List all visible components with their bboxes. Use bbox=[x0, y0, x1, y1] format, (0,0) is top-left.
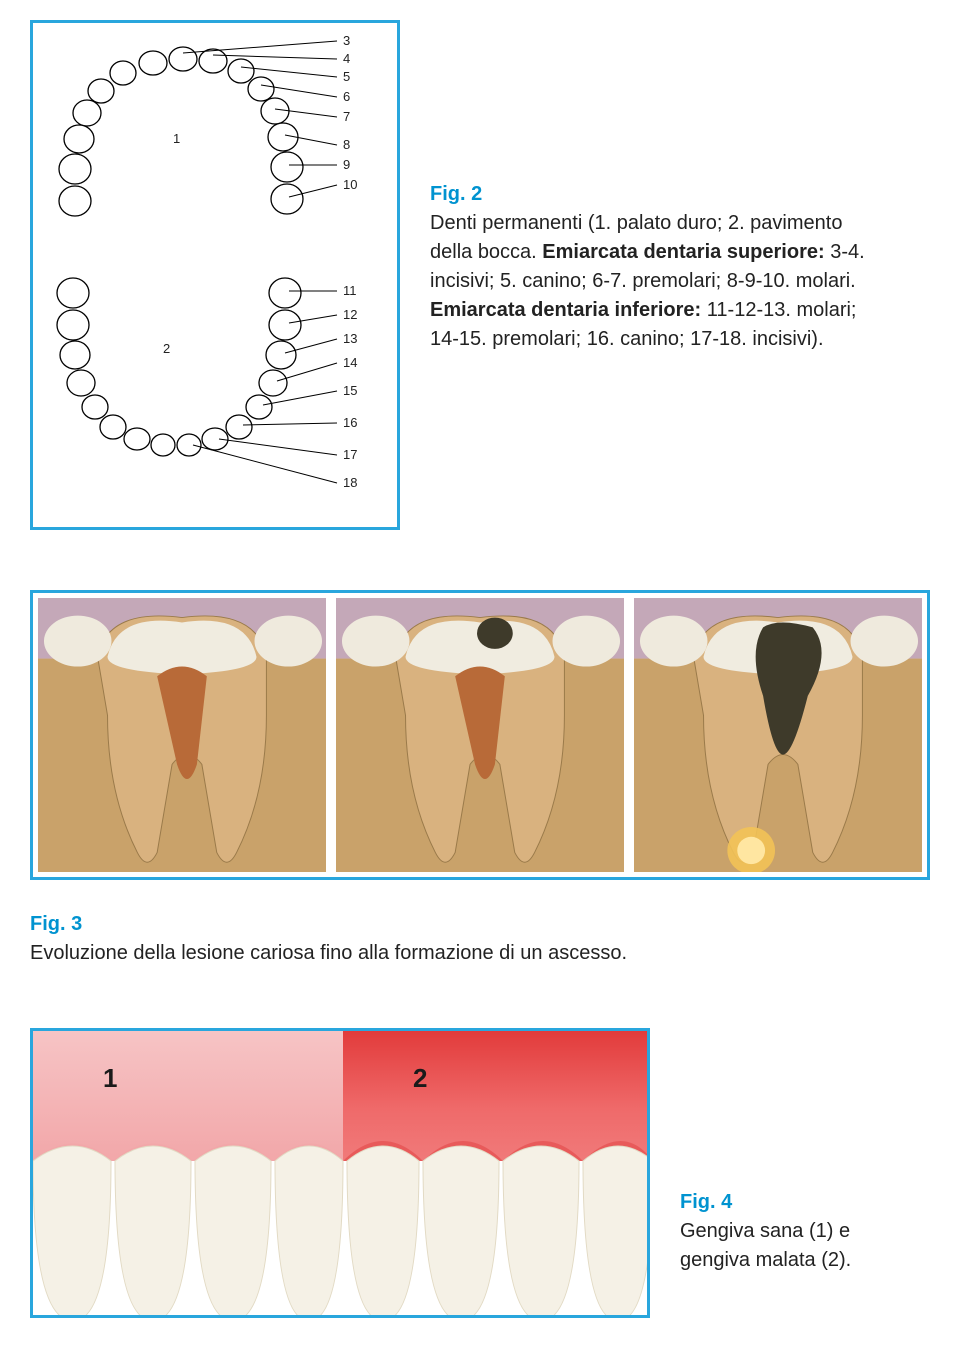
callout-6: 6 bbox=[343, 89, 350, 104]
fig4-text: Gengiva sana (1) e gengiva malata (2). bbox=[680, 1220, 851, 1271]
callout-17: 17 bbox=[343, 447, 357, 462]
callout-9: 9 bbox=[343, 157, 350, 172]
fig3-text: Evoluzione della lesione cariosa fino al… bbox=[30, 942, 627, 964]
fig3-panel-3 bbox=[634, 598, 922, 872]
fig2-diagram: 1 2 bbox=[30, 20, 400, 530]
fig3-diagram bbox=[30, 590, 930, 880]
callout-4: 4 bbox=[343, 51, 350, 66]
callout-10: 10 bbox=[343, 177, 357, 192]
fig3-panel-2 bbox=[336, 598, 624, 872]
fig4-caption: Fig. 4 Gengiva sana (1) e gengiva malata… bbox=[680, 1188, 920, 1275]
callout-5: 5 bbox=[343, 69, 350, 84]
fig2-block: 1 2 bbox=[30, 20, 920, 530]
callout-7: 7 bbox=[343, 109, 350, 124]
fig2-label: Fig. 2 bbox=[430, 183, 482, 205]
fig4-block: 1 2 Fig. 4 Gengiva sana (1) e gengiva ma… bbox=[30, 1028, 920, 1318]
callout-11: 11 bbox=[343, 283, 357, 298]
svg-text:2: 2 bbox=[163, 341, 170, 356]
fig4-num-2: 2 bbox=[413, 1063, 427, 1094]
callout-18: 18 bbox=[343, 475, 357, 490]
fig4-image: 1 2 bbox=[30, 1028, 650, 1318]
fig3-panel-1 bbox=[38, 598, 326, 872]
callout-8: 8 bbox=[343, 137, 350, 152]
callout-3: 3 bbox=[343, 33, 350, 48]
fig2-bold-2: Emiarcata dentaria inferiore: bbox=[430, 299, 701, 321]
callout-14: 14 bbox=[343, 355, 357, 370]
fig4-label: Fig. 4 bbox=[680, 1191, 732, 1213]
fig2-bold-1: Emiarcata dentaria superiore: bbox=[542, 241, 824, 263]
svg-text:1: 1 bbox=[173, 131, 180, 146]
fig2-caption: Fig. 2 Denti permanenti (1. palato duro;… bbox=[430, 180, 890, 354]
callout-15: 15 bbox=[343, 383, 357, 398]
fig3-label: Fig. 3 bbox=[30, 913, 82, 935]
callout-16: 16 bbox=[343, 415, 357, 430]
callout-13: 13 bbox=[343, 331, 357, 346]
fig3-caption: Fig. 3 Evoluzione della lesione cariosa … bbox=[30, 910, 920, 968]
fig4-num-1: 1 bbox=[103, 1063, 117, 1094]
callout-12: 12 bbox=[343, 307, 357, 322]
